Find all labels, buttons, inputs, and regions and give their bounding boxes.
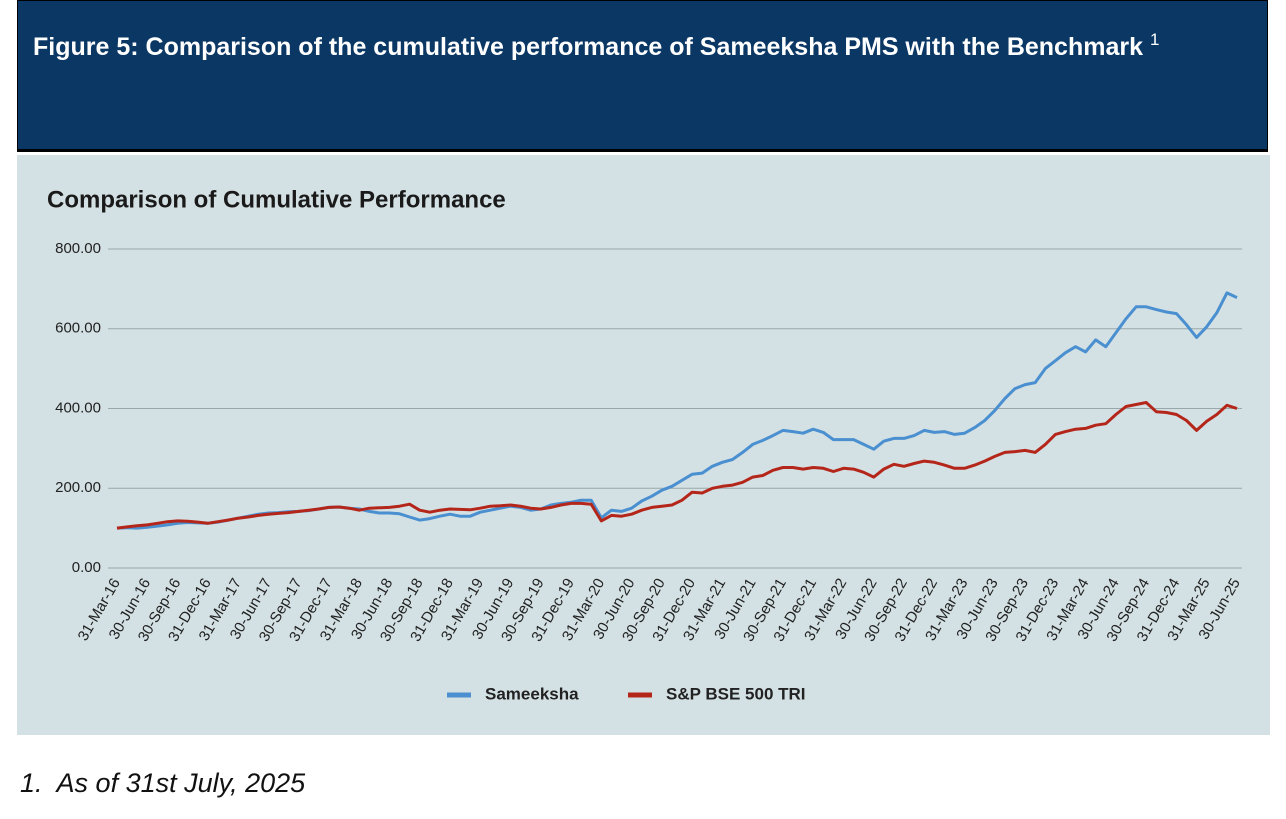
header-title: Figure 5: Comparison of the cumulative p… xyxy=(33,33,1143,61)
legend-label: Sameeksha xyxy=(485,684,579,703)
footnote-number: 1. xyxy=(20,768,43,798)
chart: Comparison of Cumulative Performance 0.0… xyxy=(17,155,1270,735)
legend-label: S&P BSE 500 TRI xyxy=(666,684,806,703)
header-title-block: Figure 5: Comparison of the cumulative p… xyxy=(33,23,1233,71)
header: Figure 5: Comparison of the cumulative p… xyxy=(17,0,1268,152)
footnote: 1. As of 31st July, 2025 xyxy=(20,768,305,799)
y-tick-label: 800.00 xyxy=(55,240,101,257)
y-tick-label: 400.00 xyxy=(55,399,101,416)
footnote-text: As of 31st July, 2025 xyxy=(56,768,306,798)
footnote-ref: 1 xyxy=(1149,30,1160,49)
series-line xyxy=(116,401,1238,530)
chart-title: Comparison of Cumulative Performance xyxy=(47,186,506,213)
chart-background xyxy=(17,155,1270,735)
y-tick-label: 200.00 xyxy=(55,479,101,496)
y-tick-label: 600.00 xyxy=(55,320,101,337)
y-tick-label: 0.00 xyxy=(72,559,101,576)
